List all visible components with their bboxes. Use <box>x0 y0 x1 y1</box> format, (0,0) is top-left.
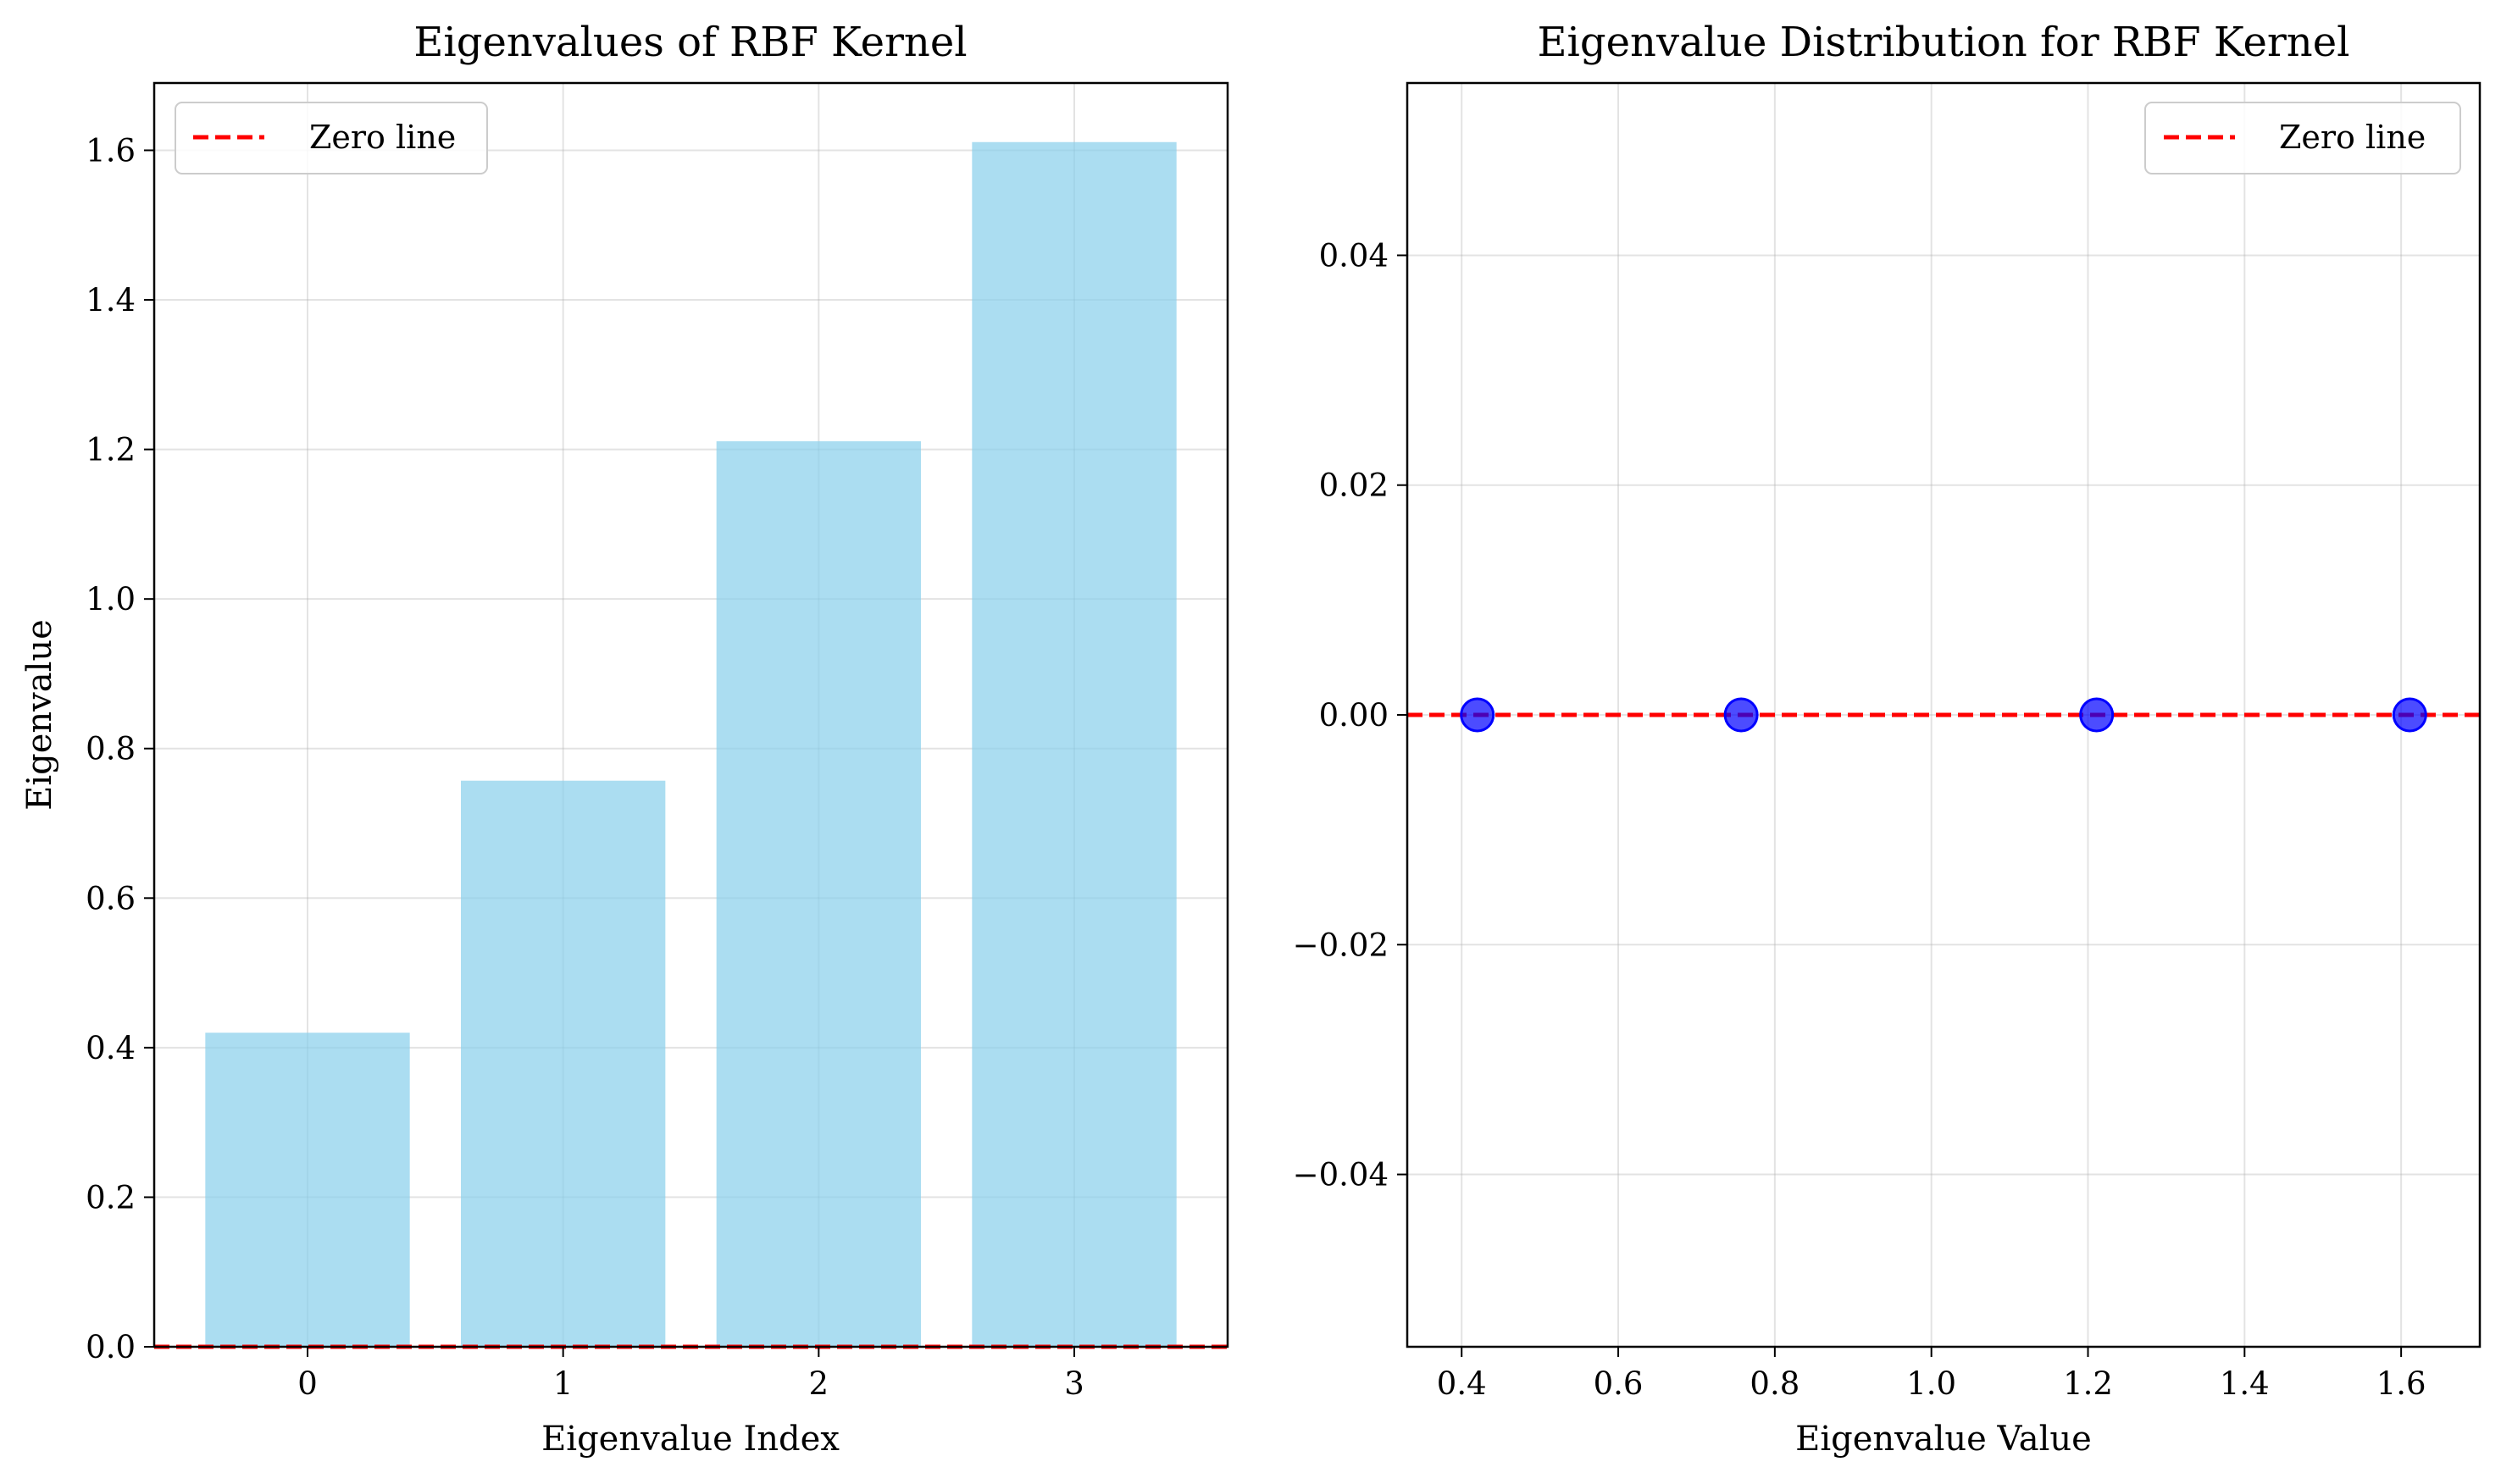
legend: Zero line <box>175 102 488 174</box>
scatter-point <box>1723 697 1759 733</box>
y-tick-label: 1.6 <box>86 132 136 169</box>
x-tick-label: 1.2 <box>2063 1365 2113 1402</box>
scatter-point <box>2079 697 2115 733</box>
x-axis-label: Eigenvalue Index <box>541 1420 840 1459</box>
x-tick-label: 1.6 <box>2376 1365 2426 1402</box>
x-tick-label: 0 <box>297 1365 318 1402</box>
bar <box>461 780 666 1347</box>
legend: Zero line <box>2144 102 2461 174</box>
x-tick-label: 1 <box>553 1365 574 1402</box>
bar-group <box>205 141 1177 1347</box>
y-tick-label: 0.8 <box>86 731 136 767</box>
y-tick-label: 1.2 <box>86 432 136 468</box>
y-tick-label: 0.02 <box>1319 468 1389 504</box>
x-tick-label: 0.4 <box>1437 1365 1487 1402</box>
scatter-point <box>2392 697 2427 733</box>
y-tick-label: −0.02 <box>1293 927 1389 963</box>
x-tick-label: 2 <box>809 1365 829 1402</box>
y-tick-label: 0.04 <box>1319 237 1389 274</box>
chart-title: Eigenvalues of RBF Kernel <box>413 19 967 66</box>
x-tick-label: 0.6 <box>1594 1365 1644 1402</box>
x-tick-label: 3 <box>1064 1365 1084 1402</box>
bar <box>716 440 921 1347</box>
chart-eigenvalues-bar: Eigenvalues of RBF Kernel 0.00.20.40.60.… <box>20 19 1229 1459</box>
bar <box>972 141 1177 1347</box>
x-tick-label: 0.8 <box>1750 1365 1800 1402</box>
legend-label: Zero line <box>309 119 456 156</box>
x-tick-label: 1.4 <box>2220 1365 2270 1402</box>
legend-label: Zero line <box>2279 119 2426 156</box>
point-group <box>1460 697 2427 733</box>
y-tick-label: 0.6 <box>86 880 136 916</box>
chart-title: Eigenvalue Distribution for RBF Kernel <box>1538 19 2350 66</box>
y-tick-label: 1.4 <box>86 282 136 318</box>
x-tick-label: 1.0 <box>1906 1365 1956 1402</box>
y-axis-label: Eigenvalue <box>20 619 59 811</box>
y-tick-label: 0.00 <box>1319 697 1389 734</box>
legend-box <box>2144 102 2461 174</box>
x-axis-ticks: 0.4 0.6 0.8 1.0 1.2 1.4 1.6 <box>1437 1347 2426 1402</box>
y-axis-ticks: −0.04 −0.02 0.00 0.02 0.04 <box>1293 237 1407 1193</box>
x-axis-label: Eigenvalue Value <box>1795 1420 2092 1459</box>
x-axis-ticks: 0 1 2 3 <box>297 1347 1084 1402</box>
y-tick-label: 0.0 <box>86 1329 136 1365</box>
y-axis-ticks: 0.0 0.2 0.4 0.6 0.8 1.0 1.2 1.4 1.6 <box>86 132 154 1365</box>
plot-frame <box>152 81 1229 1348</box>
y-tick-label: 0.4 <box>86 1030 136 1066</box>
bar <box>205 1033 410 1347</box>
y-tick-label: 1.0 <box>86 581 136 617</box>
chart-eigenvalue-distribution: Eigenvalue Distribution for RBF Kernel −… <box>1293 19 2482 1459</box>
y-tick-label: 0.2 <box>86 1179 136 1215</box>
scatter-point <box>1460 697 1495 733</box>
y-tick-label: −0.04 <box>1293 1157 1389 1193</box>
legend-box <box>175 102 488 174</box>
